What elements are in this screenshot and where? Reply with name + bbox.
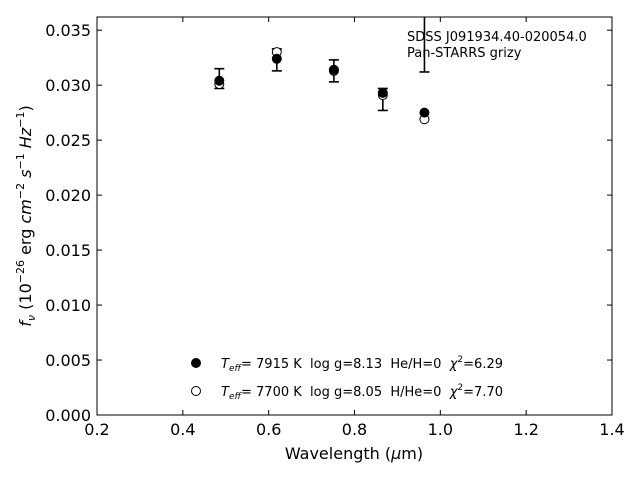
legend-2-teff: 7700 K [256,385,302,400]
x-axis-label: Wavelength (μm) [285,444,423,463]
x-tick-label: 0.6 [256,420,281,439]
annotation-object-name: SDSS J091934.40-020054.0 [407,30,587,45]
y-tick-label: 0.025 [45,131,91,150]
y-tick-label: 0.020 [45,186,91,205]
model-point-filled [419,107,430,118]
x-tick-label: 1.0 [428,420,453,439]
legend-marker-filled [191,358,201,368]
legend-2-chi2: =7.70 [463,385,503,400]
y-tick-label: 0.005 [45,351,91,370]
x-tick-label: 0.8 [342,420,367,439]
legend: Teff= 7915 K log g=8.13 He/H=0 χ2=6.29 T… [191,355,503,402]
data-marks [214,17,430,125]
legend-1-teff: 7915 K [256,357,302,372]
legend-marker-open [191,386,201,396]
model-point-filled [214,75,225,86]
legend-1-logg: log g=8.13 [310,357,382,372]
y-tick-label: 0.035 [45,21,91,40]
model-point-filled [328,64,339,75]
y-tick-label: 0.000 [45,406,91,425]
y-tick-label: 0.030 [45,76,91,95]
legend-1-chi2: =6.29 [463,357,503,372]
annotation-survey-name: Pan-STARRS grizy [407,46,522,61]
y-tick-label: 0.010 [45,296,91,315]
model-point-filled [271,53,282,64]
axis-ticks: 0.2 0.4 0.6 0.8 1.0 1.2 1.4 0.000 0.005 0.010 0.01… [45,17,625,439]
x-tick-label: 0.2 [84,420,109,439]
x-tick-label: 0.4 [170,420,195,439]
legend-entry-2: Teff= 7700 K log g=8.05 H/He=0 χ2=7.70 [221,383,503,402]
legend-2-comp: H/He=0 [390,385,441,400]
legend-2-logg: log g=8.05 [310,385,382,400]
y-axis-label: fν (10−26 erg cm−2 s−1 Hz−1) [14,105,38,326]
x-tick-label: 1.4 [599,420,624,439]
legend-entry-1: Teff= 7915 K log g=8.13 He/H=0 χ2=6.29 [221,355,503,374]
x-tick-label: 1.2 [513,420,538,439]
y-tick-label: 0.015 [45,241,91,260]
legend-1-comp: He/H=0 [390,357,441,372]
model-point-filled [377,87,388,98]
